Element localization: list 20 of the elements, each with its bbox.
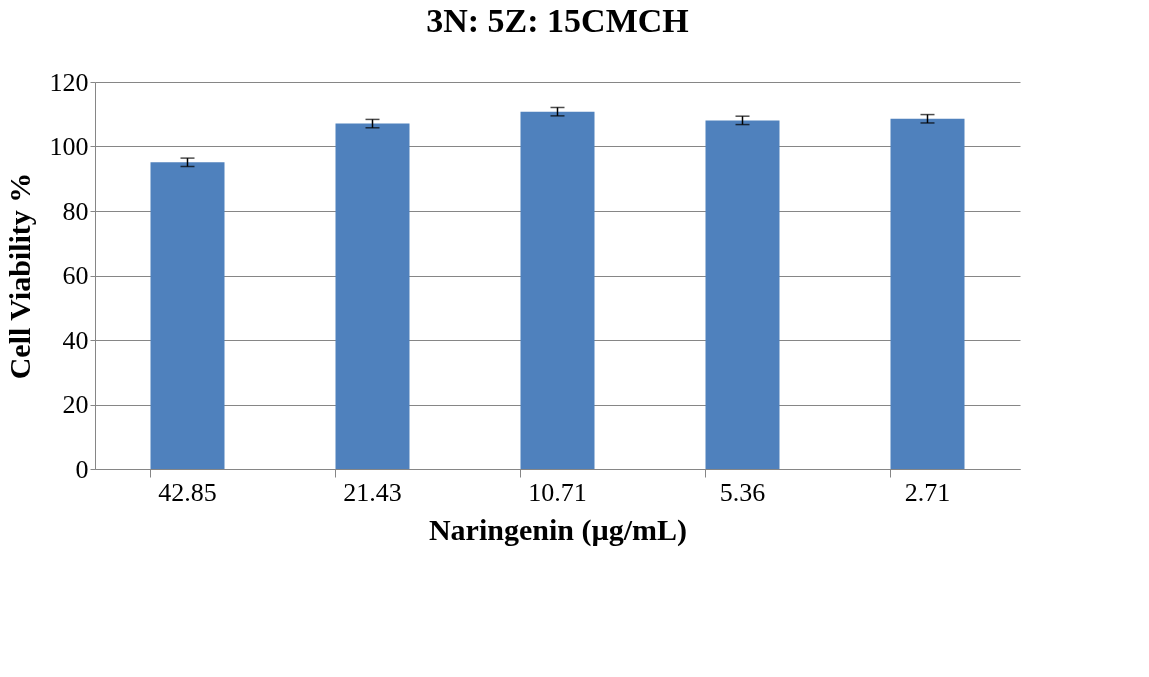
- y-tick-label: 20: [62, 390, 89, 419]
- chart-title: 3N: 5Z: 15CMCH: [426, 2, 689, 39]
- bar: [520, 111, 595, 469]
- y-tick-label: 120: [49, 67, 89, 97]
- y-tick-label: 60: [62, 261, 89, 290]
- x-axis-title: Naringenin (µg/mL): [428, 512, 688, 547]
- y-tick-label: 100: [49, 132, 89, 161]
- bar: [335, 123, 410, 469]
- bar: [150, 162, 225, 469]
- x-tick-label: 10.71: [528, 477, 587, 507]
- x-tick-label: 2.71: [904, 477, 951, 507]
- x-tick-label: 5.36: [719, 477, 766, 507]
- y-tick-label: 40: [62, 325, 89, 355]
- x-tick-label: 42.85: [158, 477, 217, 507]
- bar: [705, 120, 780, 469]
- bar: [890, 118, 965, 469]
- y-axis-title: Cell Viability %: [2, 172, 36, 380]
- x-tick-label: 21.43: [343, 477, 402, 507]
- y-tick-label: 80: [62, 196, 89, 226]
- y-tick-label: 0: [75, 454, 89, 484]
